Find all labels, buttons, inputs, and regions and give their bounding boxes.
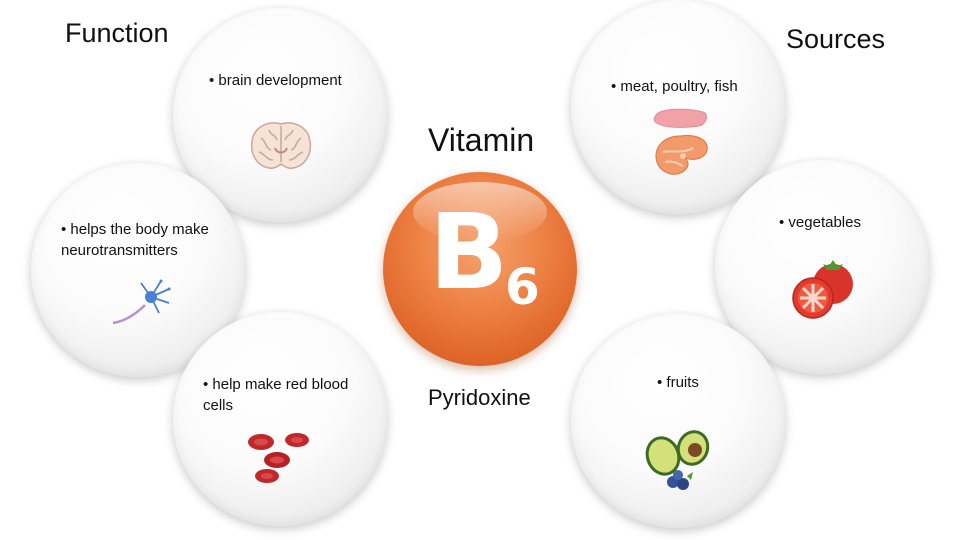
source-vegetables-text: • vegetables	[779, 214, 861, 231]
meat-fish-icon	[653, 108, 708, 175]
b6-subscript: 6	[505, 258, 540, 316]
b6-letter: B	[429, 191, 509, 313]
function-red-blood-cells-text: • help make red blood cells	[203, 376, 349, 414]
source-meat-text: • meat, poultry, fish	[611, 78, 738, 95]
function-neurotransmitters-text: • helps the body make neurotransmitters	[61, 221, 209, 259]
source-fruits-circle: • fruits	[571, 314, 785, 528]
function-brain-circle: • brain development	[173, 8, 387, 222]
sources-heading: Sources	[786, 24, 886, 54]
source-vegetables-circle: • vegetables	[715, 160, 929, 374]
function-brain-text: • brain development	[209, 72, 342, 89]
pyridoxine-label: Pyridoxine	[428, 385, 531, 410]
avocado-berries-icon	[645, 430, 710, 490]
ball-highlight	[413, 182, 547, 242]
brain-icon	[250, 122, 312, 169]
function-heading: Function	[65, 18, 169, 48]
source-fruits-text: • fruits	[657, 374, 699, 391]
function-red-blood-cells-circle: • help make red blood cells	[173, 312, 387, 526]
red-blood-cells-icon	[248, 433, 309, 483]
tomato-icon	[792, 260, 853, 319]
source-meat-circle: • meat, poultry, fish	[571, 0, 785, 214]
neuron-icon	[112, 279, 171, 325]
vitamin-b6-ball: B 6	[383, 172, 577, 366]
vitamin-label: Vitamin	[428, 122, 535, 158]
